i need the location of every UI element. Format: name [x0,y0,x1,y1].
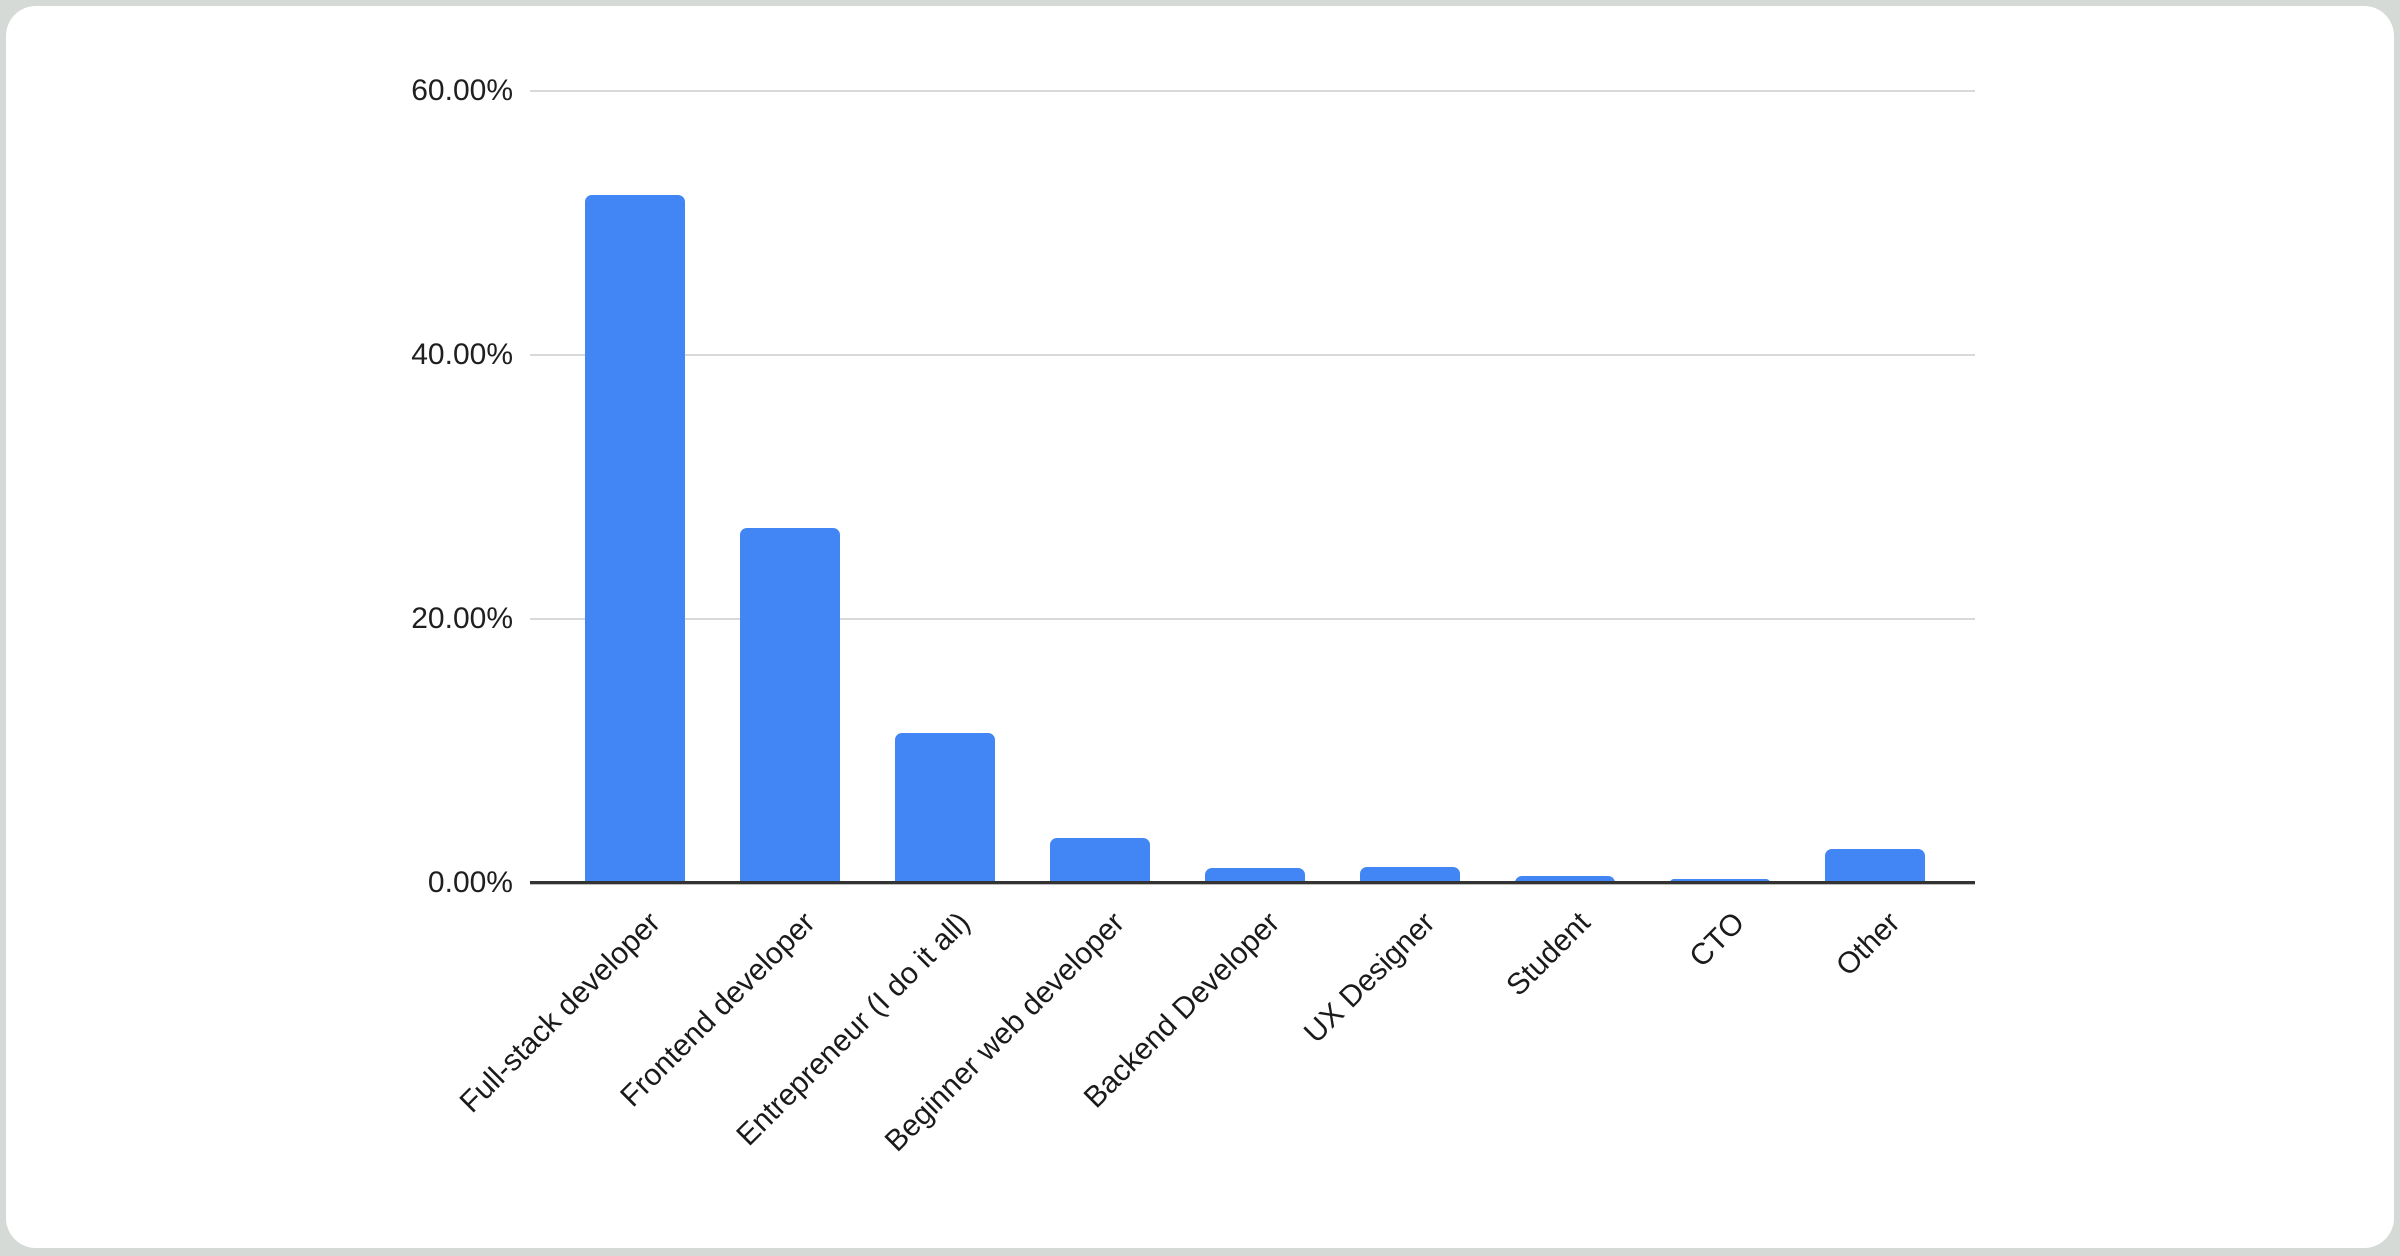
gridline [530,354,1975,356]
y-tick-label: 60.00% [411,74,513,107]
bar-backend-developer [1205,868,1305,883]
bar-student [1515,876,1615,883]
bar-ux-designer [1360,867,1460,883]
bar-beginner-web-developer [1050,838,1150,883]
x-tick-label: UX Designer [1297,906,1442,1050]
y-tick-label: 20.00% [411,602,513,635]
bar-full-stack-developer [585,195,685,883]
bar-entrepreneur-i-do-it-all- [895,733,995,883]
gridline [530,90,1975,92]
bar-other [1825,849,1925,883]
y-tick-label: 40.00% [411,338,513,371]
x-tick-label: Student [1499,906,1597,1003]
gridline [530,618,1975,620]
x-tick-label: Other [1829,906,1907,983]
bar-frontend-developer [740,528,840,883]
chart-card [6,6,2394,1248]
x-axis-line [530,881,1975,885]
x-tick-label: CTO [1683,906,1752,974]
y-tick-label: 0.00% [427,866,513,899]
